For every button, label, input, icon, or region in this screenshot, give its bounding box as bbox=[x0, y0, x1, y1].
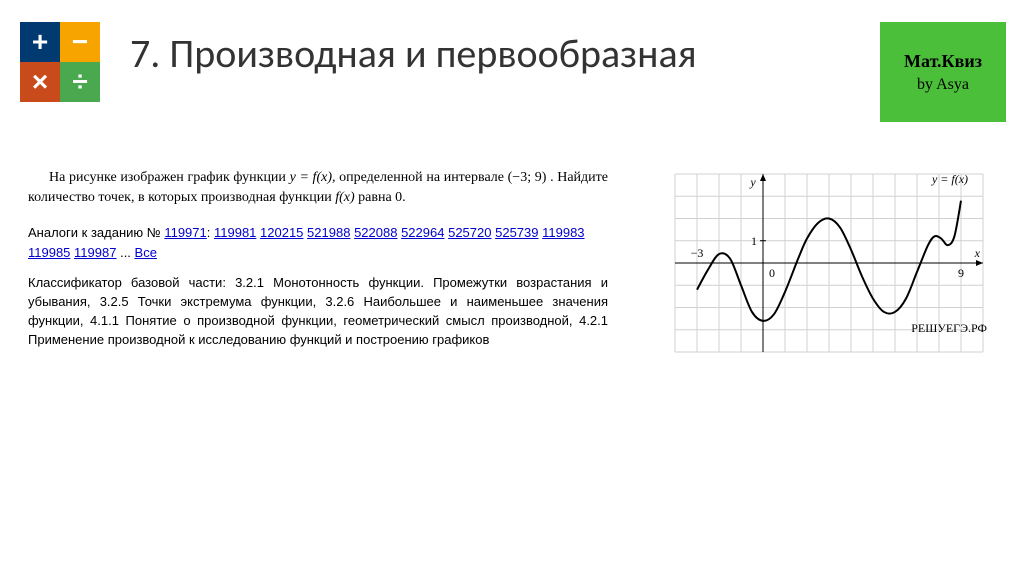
analogs-label: Аналоги к заданию № bbox=[28, 225, 164, 240]
svg-text:−3: −3 bbox=[691, 246, 704, 260]
analog-link[interactable]: 119981 bbox=[214, 225, 256, 240]
svg-text:x: x bbox=[974, 246, 981, 260]
analog-link[interactable]: 525739 bbox=[495, 225, 538, 240]
minus-icon: − bbox=[60, 22, 100, 62]
divide-icon: ÷ bbox=[60, 62, 100, 102]
svg-text:y: y bbox=[749, 175, 756, 189]
svg-text:0: 0 bbox=[769, 266, 775, 280]
svg-text:1: 1 bbox=[751, 234, 757, 248]
svg-text:9: 9 bbox=[958, 266, 964, 280]
analogs-all-link[interactable]: Все bbox=[135, 245, 157, 260]
analog-link[interactable]: 522964 bbox=[401, 225, 444, 240]
brand-title: Мат.Квиз bbox=[904, 51, 982, 72]
watermark: РЕШУЕГЭ.РФ bbox=[911, 321, 987, 335]
analog-link[interactable]: 525720 bbox=[448, 225, 491, 240]
svg-text:y = f(x): y = f(x) bbox=[931, 172, 968, 186]
analog-link[interactable]: 119987 bbox=[74, 245, 116, 260]
page-title: 7. Производная и первообразная bbox=[130, 30, 697, 78]
brand-subtitle: by Asya bbox=[917, 76, 969, 94]
analog-link[interactable]: 521988 bbox=[307, 225, 350, 240]
math-operations-icon: + − × ÷ bbox=[20, 22, 100, 102]
times-icon: × bbox=[20, 62, 60, 102]
analogs-line: Аналоги к заданию № 119971: 119981 12021… bbox=[28, 223, 608, 265]
problem-block: На рисунке изображен график функции y = … bbox=[28, 168, 608, 350]
analog-link[interactable]: 120215 bbox=[260, 225, 303, 240]
analog-link[interactable]: 119985 bbox=[28, 245, 70, 260]
analog-link[interactable]: 522088 bbox=[354, 225, 397, 240]
brand-logo: Мат.Квиз by Asya bbox=[880, 22, 1006, 122]
plus-icon: + bbox=[20, 22, 60, 62]
analog-link[interactable]: 119983 bbox=[542, 225, 584, 240]
classifier-label: Классификатор базовой части: bbox=[28, 275, 235, 290]
classifier-line: Классификатор базовой части: 3.2.1 Монот… bbox=[28, 274, 608, 349]
function-graph: y x 0 1 −3 9 y = f(x) РЕШУЕГЭ.РФ bbox=[669, 168, 989, 363]
analog-link-main[interactable]: 119971 bbox=[164, 225, 206, 240]
chart-svg: y x 0 1 −3 9 y = f(x) РЕШУЕГЭ.РФ bbox=[669, 168, 989, 358]
problem-statement: На рисунке изображен график функции y = … bbox=[28, 168, 608, 209]
